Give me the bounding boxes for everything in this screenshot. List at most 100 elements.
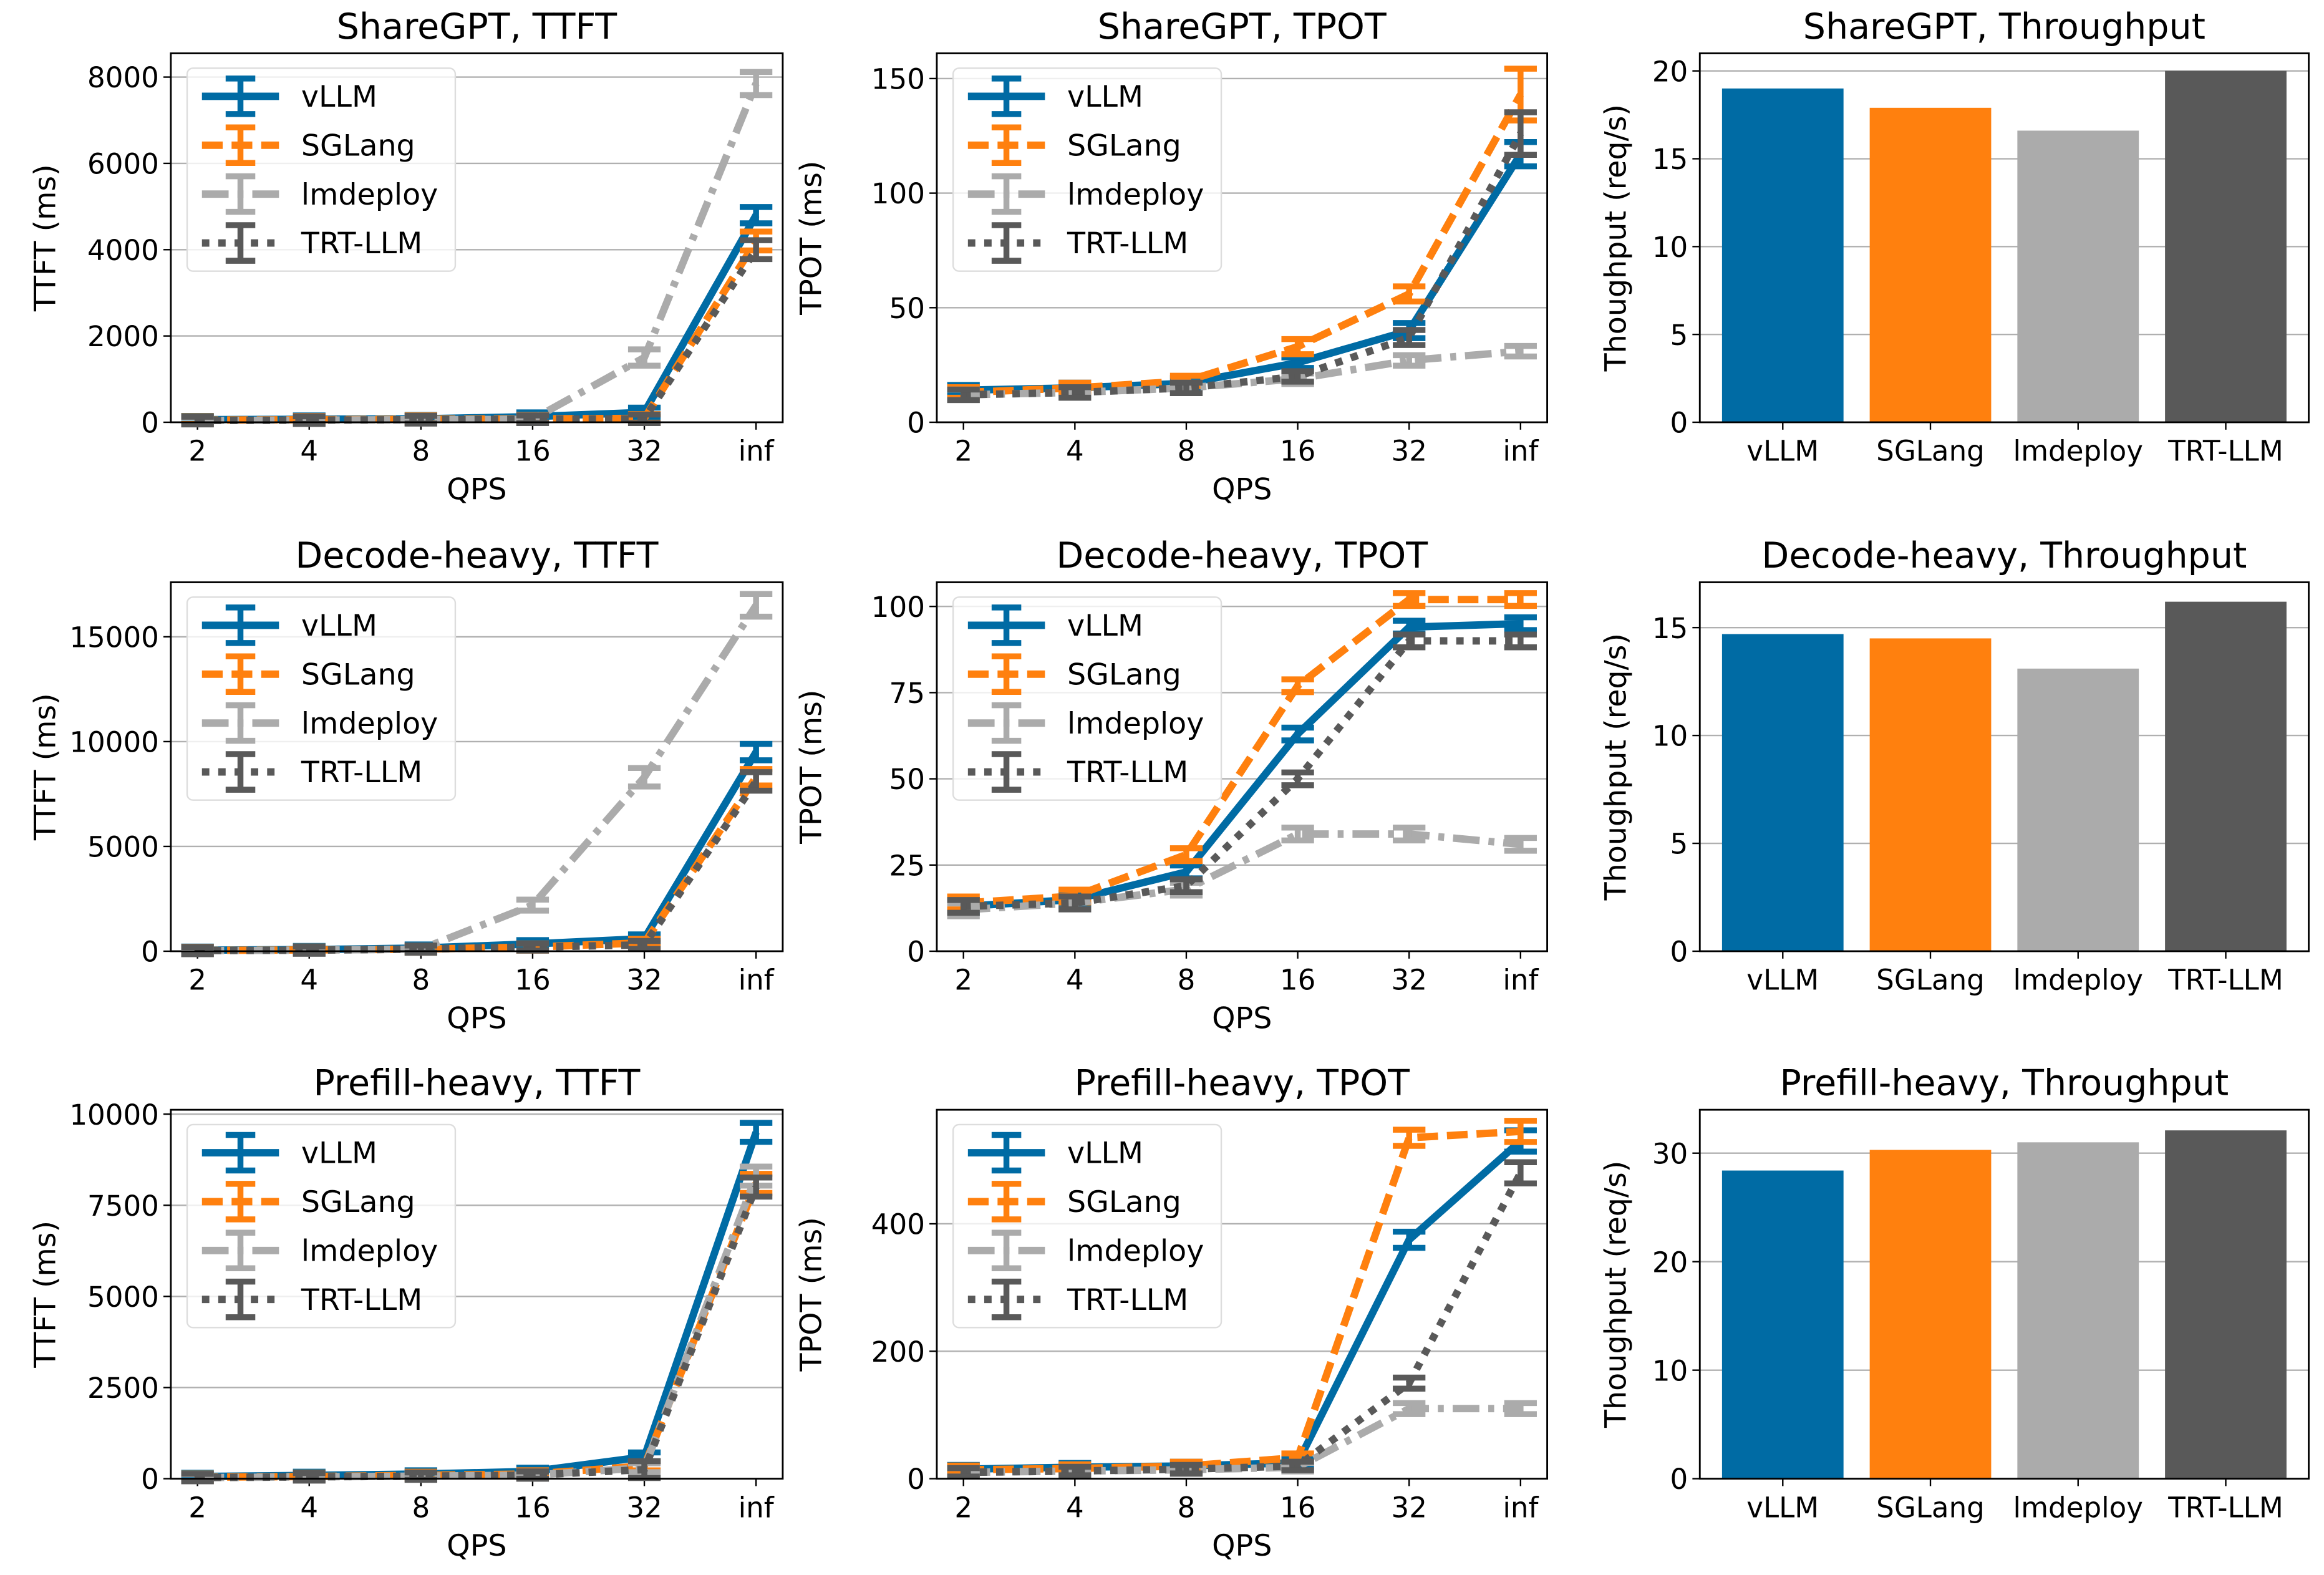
x-axis-label: QPS	[447, 1001, 506, 1035]
x-tick-label: 16	[1280, 435, 1315, 468]
series-line	[963, 1171, 1524, 1476]
y-tick-label: 150	[871, 63, 925, 96]
y-tick-label: 0	[1670, 407, 1688, 440]
x-tick-label: vLLM	[1746, 964, 1819, 997]
x-axis-label: QPS	[1212, 1001, 1272, 1035]
x-tick-label: 4	[1066, 1491, 1084, 1524]
legend: vLLM SGLang lmdeploy TRT-LLM	[186, 1123, 457, 1329]
legend-label: vLLM	[301, 609, 377, 643]
y-tick-label: 0	[907, 407, 925, 440]
x-tick-label: 2	[188, 964, 206, 997]
x-tick-label: 8	[1178, 964, 1196, 997]
y-axis-label: TTFT (ms)	[29, 1221, 63, 1369]
y-tick-label: 8000	[87, 61, 159, 94]
x-tick-label: inf	[1503, 964, 1539, 997]
x-tick-label: lmdeploy	[2013, 1491, 2143, 1524]
x-tick-label: 4	[300, 964, 318, 997]
legend-label: TRT-LLM	[1067, 1283, 1188, 1317]
x-tick-label: 8	[412, 1491, 430, 1524]
x-axis-label: QPS	[1212, 1529, 1272, 1563]
y-tick-label: 2500	[87, 1372, 159, 1405]
x-tick-label: 32	[1391, 435, 1426, 468]
chart-title: Decode-heavy, TTFT	[295, 535, 658, 576]
x-tick-label: 16	[515, 1491, 550, 1524]
axes-frame	[1698, 1108, 2310, 1480]
legend-label: SGLang	[301, 128, 415, 163]
series-line	[963, 1405, 1521, 1476]
legend-label: vLLM	[301, 80, 377, 114]
legend-box	[186, 596, 457, 801]
x-tick-label: inf	[1503, 1491, 1539, 1524]
legend-label: lmdeploy	[301, 1234, 438, 1268]
legend-label: vLLM	[1067, 1136, 1143, 1171]
x-tick-label: 4	[300, 435, 318, 468]
x-tick-label: 2	[188, 435, 206, 468]
y-axis-label: TTFT (ms)	[29, 693, 63, 841]
series-line	[197, 779, 760, 954]
series-line	[197, 82, 760, 425]
legend-box	[186, 67, 457, 272]
x-tick-label: vLLM	[1746, 1491, 1819, 1524]
y-tick-label: 5000	[87, 831, 159, 864]
legend-label: TRT-LLM	[301, 1283, 422, 1317]
y-tick-label: 0	[907, 1463, 925, 1496]
series-line	[963, 830, 1521, 914]
y-tick-label: 0	[141, 936, 159, 969]
legend-label: TRT-LLM	[1067, 755, 1188, 790]
chart-panel-8: 0 200 400 Prefill-heavy, TPOT TPOT (ms) QPS 2 4…	[795, 1062, 1549, 1563]
axes-frame	[170, 52, 784, 424]
chart-title: ShareGPT, TPOT	[1098, 6, 1387, 47]
legend: vLLM SGLang lmdeploy TRT-LLM	[952, 67, 1223, 272]
chart-panel-2: 0 50 100 150 ShareGPT, TPOT TPOT (ms) QPS 2 4 8 16…	[795, 6, 1549, 506]
legend-label: vLLM	[301, 1136, 377, 1171]
x-tick-label: 2	[188, 1491, 206, 1524]
y-tick-label: 5	[1670, 319, 1688, 352]
chart-panel-4: 0 5000 10000 15000 Decode-heavy, TTFT TTFT (m…	[29, 535, 784, 1035]
x-tick-label: 8	[1178, 435, 1196, 468]
y-tick-label: 10	[1652, 231, 1688, 264]
series-line	[197, 775, 760, 954]
x-tick-label: 32	[1391, 1491, 1426, 1524]
y-tick-label: 10	[1652, 1354, 1688, 1387]
legend-label: SGLang	[1067, 128, 1181, 163]
series-line	[963, 1127, 1521, 1474]
bar-lmdeploy	[2017, 130, 2139, 422]
y-tick-label: 0	[141, 407, 159, 440]
legend-label: lmdeploy	[301, 178, 438, 212]
x-tick-label: 4	[1066, 435, 1084, 468]
x-tick-label: 16	[1280, 1491, 1315, 1524]
y-tick-label: 15	[1652, 612, 1688, 645]
axes-frame	[936, 52, 1549, 424]
legend-label: lmdeploy	[301, 707, 438, 741]
x-tick-label: 32	[626, 964, 662, 997]
y-tick-label: 50	[889, 292, 925, 325]
chart-title: Prefill-heavy, TTFT	[313, 1062, 640, 1103]
legend-label: SGLang	[301, 657, 415, 692]
axes-frame	[1698, 52, 2310, 424]
legend: vLLM SGLang lmdeploy TRT-LLM	[186, 67, 457, 272]
x-axis-label: QPS	[447, 1529, 506, 1563]
axes-frame	[936, 581, 1549, 952]
x-tick-label: 32	[626, 435, 662, 468]
legend-box	[952, 596, 1223, 801]
legend-label: SGLang	[1067, 657, 1181, 692]
legend-label: vLLM	[1067, 609, 1143, 643]
bar-trt-llm	[2165, 601, 2287, 951]
bar-sglang	[1869, 638, 1992, 951]
chart-title: ShareGPT, TTFT	[337, 6, 617, 47]
y-tick-label: 0	[141, 1463, 159, 1496]
bar-lmdeploy	[2017, 668, 2139, 951]
y-tick-label: 20	[1652, 1246, 1688, 1279]
legend-label: SGLang	[301, 1185, 415, 1219]
y-axis-label: TPOT (ms)	[795, 161, 829, 316]
y-tick-label: 7500	[87, 1190, 159, 1223]
series-trt-llm	[947, 109, 1537, 404]
x-tick-label: 2	[954, 435, 972, 468]
bar-vllm	[1721, 88, 1844, 422]
y-tick-label: 4000	[87, 234, 159, 267]
x-tick-label: TRT-LLM	[2167, 435, 2283, 468]
legend-label: lmdeploy	[1067, 1234, 1204, 1268]
legend-label: SGLang	[1067, 1185, 1181, 1219]
legend: vLLM SGLang lmdeploy TRT-LLM	[186, 596, 457, 801]
